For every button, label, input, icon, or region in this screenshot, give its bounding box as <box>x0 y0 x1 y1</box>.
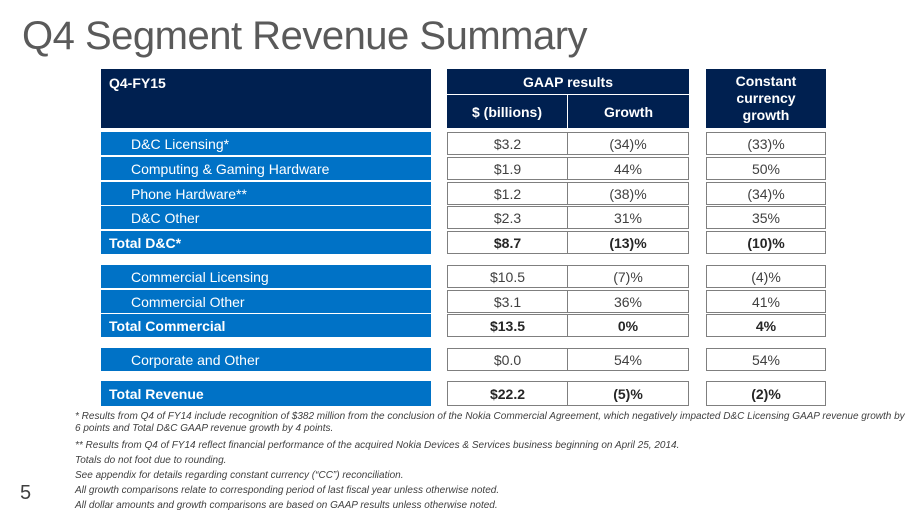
total-row-label: Total Commercial <box>101 314 431 337</box>
cc-growth-cell: (2)% <box>706 381 826 406</box>
footnote: See appendix for details regarding const… <box>75 470 404 481</box>
gaap-results-header: GAAP results <box>447 69 689 94</box>
dollars-cell: $2.3 <box>447 206 568 229</box>
total-row-label: Total D&C* <box>101 231 431 254</box>
cc-growth-cell: 4% <box>706 314 826 337</box>
cc-growth-cell: (34)% <box>706 182 826 205</box>
row-label: D&C Other <box>101 206 431 229</box>
cc-growth-cell: 35% <box>706 206 826 229</box>
dollars-cell: $3.2 <box>447 132 568 155</box>
row-label: Phone Hardware** <box>101 182 431 205</box>
footnotes: * Results from Q4 of FY14 include recogn… <box>75 411 910 513</box>
footnote: Totals do not foot due to rounding. <box>75 455 227 466</box>
row-label: Corporate and Other <box>101 348 431 371</box>
growth-cell: (34)% <box>567 132 689 155</box>
cc-growth-cell: (33)% <box>706 132 826 155</box>
growth-cell: (5)% <box>567 381 689 406</box>
cc-growth-cell: 54% <box>706 348 826 371</box>
dollars-cell: $13.5 <box>447 314 568 337</box>
growth-cell: 31% <box>567 206 689 229</box>
footnote: All dollar amounts and growth comparison… <box>75 500 498 511</box>
growth-cell: 44% <box>567 157 689 180</box>
growth-cell: 0% <box>567 314 689 337</box>
row-label: D&C Licensing* <box>101 132 431 155</box>
cc-growth-cell: (4)% <box>706 265 826 288</box>
page-number: 5 <box>20 482 32 504</box>
total-row-label: Total Revenue <box>101 381 431 406</box>
row-label: Commercial Licensing <box>101 265 431 288</box>
cc-growth-cell: (10)% <box>706 231 826 254</box>
dollars-cell: $10.5 <box>447 265 568 288</box>
dollars-cell: $1.2 <box>447 182 568 205</box>
cc-growth-cell: 41% <box>706 290 826 313</box>
header-divider <box>567 95 568 128</box>
dollars-cell: $8.7 <box>447 231 568 254</box>
cc-growth-cell: 50% <box>706 157 826 180</box>
dollars-cell: $0.0 <box>447 348 568 371</box>
constant-currency-header: Constant currency growth <box>706 69 826 128</box>
period-header: Q4-FY15 <box>101 69 431 128</box>
growth-cell: (38)% <box>567 182 689 205</box>
dollars-cell: $1.9 <box>447 157 568 180</box>
growth-cell: (7)% <box>567 265 689 288</box>
dollars-column-header: $ (billions) <box>447 95 567 128</box>
footnote: All growth comparisons relate to corresp… <box>75 485 500 496</box>
row-label: Computing & Gaming Hardware <box>101 157 431 180</box>
dollars-cell: $22.2 <box>447 381 568 406</box>
growth-cell: (13)% <box>567 231 689 254</box>
row-label: Commercial Other <box>101 290 431 313</box>
growth-column-header: Growth <box>568 95 689 128</box>
growth-cell: 36% <box>567 290 689 313</box>
footnote: ** Results from Q4 of FY14 reflect finan… <box>75 440 680 451</box>
dollars-cell: $3.1 <box>447 290 568 313</box>
slide-title: Q4 Segment Revenue Summary <box>22 14 588 58</box>
footnote: * Results from Q4 of FY14 include recogn… <box>75 411 905 434</box>
growth-cell: 54% <box>567 348 689 371</box>
